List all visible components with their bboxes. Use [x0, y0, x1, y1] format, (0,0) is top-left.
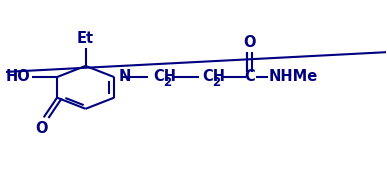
Text: N: N	[119, 69, 132, 84]
Text: O: O	[243, 35, 256, 51]
Text: O: O	[36, 121, 48, 136]
Text: Et: Et	[77, 31, 94, 46]
Text: CH: CH	[202, 69, 225, 84]
Text: HO: HO	[6, 69, 31, 84]
Text: 2: 2	[163, 76, 171, 89]
Text: C: C	[244, 69, 255, 84]
Text: NHMe: NHMe	[268, 69, 318, 84]
Text: 2: 2	[212, 76, 221, 89]
Text: CH: CH	[153, 69, 176, 84]
